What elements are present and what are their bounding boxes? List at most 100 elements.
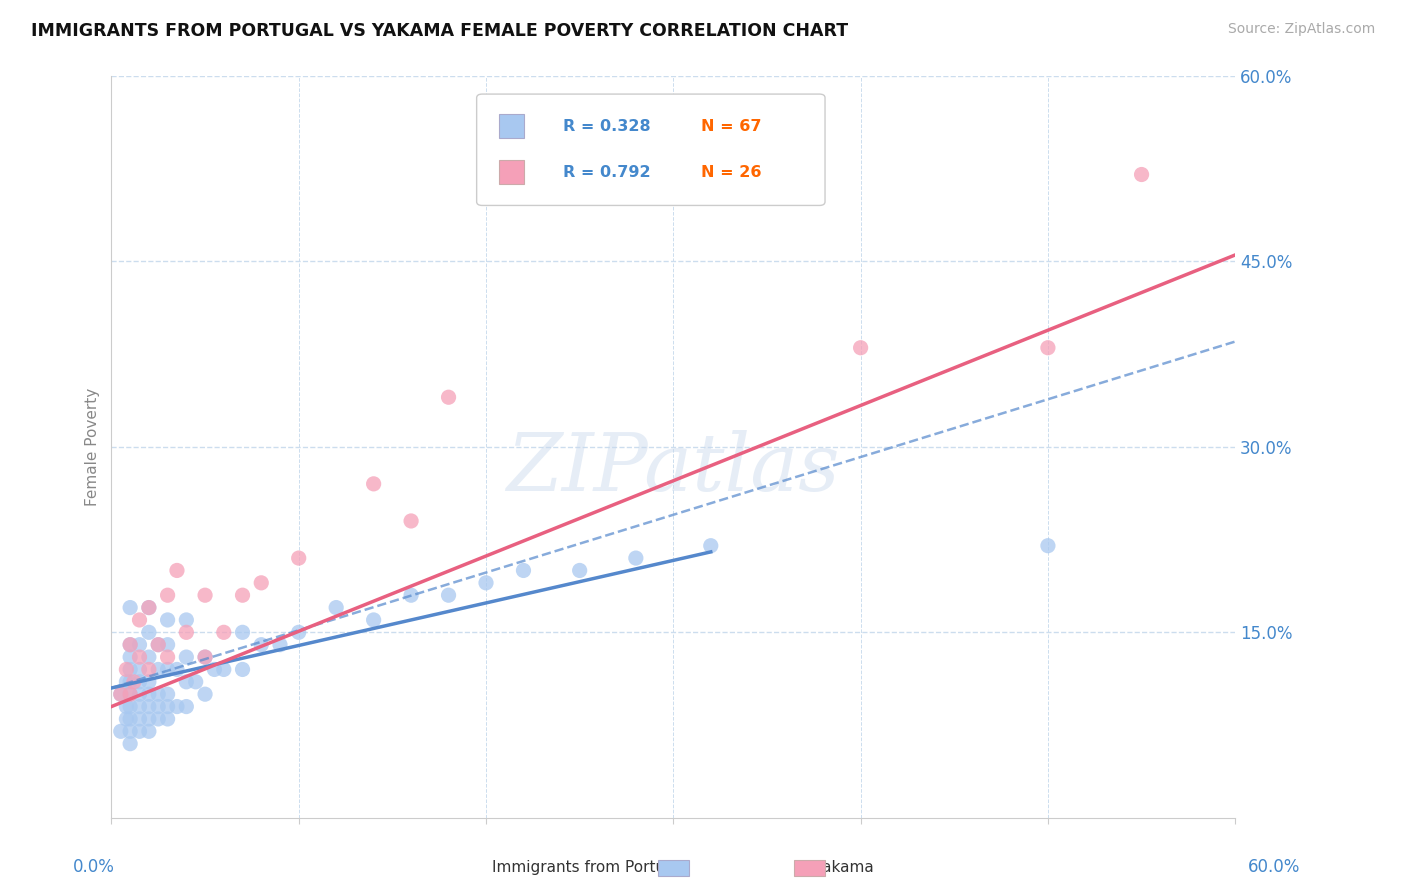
Point: [156, 712, 179, 726]
Text: N = 26: N = 26: [702, 164, 762, 179]
Point: [156, 650, 179, 665]
Point: [437, 390, 460, 404]
Point: [148, 638, 170, 652]
Point: [138, 674, 160, 689]
Point: [115, 662, 138, 676]
Point: [156, 687, 179, 701]
Point: [194, 687, 217, 701]
Point: [287, 625, 309, 640]
Point: [120, 724, 142, 739]
Point: [568, 564, 591, 578]
Point: [184, 674, 207, 689]
Point: [194, 650, 217, 665]
Point: [156, 699, 179, 714]
Point: [110, 724, 132, 739]
Point: [231, 662, 253, 676]
Point: [231, 625, 253, 640]
Point: [475, 575, 498, 590]
Point: [128, 724, 150, 739]
Text: R = 0.792: R = 0.792: [564, 164, 651, 179]
Point: [176, 650, 198, 665]
Point: [399, 514, 422, 528]
Point: [156, 662, 179, 676]
Point: [110, 687, 132, 701]
Point: [138, 699, 160, 714]
Text: 60.0%: 60.0%: [1249, 858, 1301, 876]
Point: [138, 650, 160, 665]
Point: [212, 662, 235, 676]
Point: [194, 650, 217, 665]
Point: [115, 712, 138, 726]
Point: [120, 674, 142, 689]
Point: [363, 476, 385, 491]
Point: [176, 613, 198, 627]
Point: [120, 650, 142, 665]
Point: [700, 539, 723, 553]
Point: [138, 600, 160, 615]
Point: [122, 674, 145, 689]
Point: [128, 687, 150, 701]
Point: [512, 564, 534, 578]
Text: Immigrants from Portugal: Immigrants from Portugal: [492, 860, 689, 874]
FancyBboxPatch shape: [499, 114, 524, 138]
Point: [120, 662, 142, 676]
Point: [138, 712, 160, 726]
Point: [156, 588, 179, 602]
Text: 0.0%: 0.0%: [73, 858, 115, 876]
Text: IMMIGRANTS FROM PORTUGAL VS YAKAMA FEMALE POVERTY CORRELATION CHART: IMMIGRANTS FROM PORTUGAL VS YAKAMA FEMAL…: [31, 22, 848, 40]
Point: [128, 662, 150, 676]
Point: [156, 613, 179, 627]
Point: [287, 551, 309, 566]
Point: [148, 662, 170, 676]
Point: [138, 625, 160, 640]
Text: Yakama: Yakama: [815, 860, 875, 874]
Point: [128, 699, 150, 714]
Point: [120, 699, 142, 714]
Point: [250, 575, 273, 590]
Text: R = 0.328: R = 0.328: [564, 119, 651, 134]
Point: [120, 600, 142, 615]
Point: [138, 724, 160, 739]
Point: [148, 699, 170, 714]
Point: [204, 662, 226, 676]
Point: [120, 638, 142, 652]
Point: [110, 687, 132, 701]
Point: [120, 687, 142, 701]
Point: [120, 638, 142, 652]
Point: [138, 600, 160, 615]
Point: [849, 341, 872, 355]
Point: [269, 638, 291, 652]
Point: [148, 687, 170, 701]
Point: [624, 551, 647, 566]
Y-axis label: Female Poverty: Female Poverty: [86, 388, 100, 506]
Point: [166, 662, 188, 676]
Point: [120, 687, 142, 701]
Point: [156, 638, 179, 652]
Point: [231, 588, 253, 602]
Point: [176, 699, 198, 714]
Point: [325, 600, 347, 615]
Point: [128, 638, 150, 652]
Point: [176, 674, 198, 689]
Point: [115, 699, 138, 714]
FancyBboxPatch shape: [499, 161, 524, 184]
Point: [148, 638, 170, 652]
Point: [120, 737, 142, 751]
FancyBboxPatch shape: [477, 94, 825, 205]
Point: [194, 588, 217, 602]
Point: [250, 638, 273, 652]
Text: Source: ZipAtlas.com: Source: ZipAtlas.com: [1227, 22, 1375, 37]
Point: [128, 650, 150, 665]
Point: [128, 674, 150, 689]
Point: [120, 712, 142, 726]
Point: [1130, 168, 1153, 182]
Point: [212, 625, 235, 640]
Point: [176, 625, 198, 640]
Point: [128, 613, 150, 627]
Point: [115, 674, 138, 689]
Point: [128, 712, 150, 726]
Point: [363, 613, 385, 627]
Point: [148, 712, 170, 726]
Text: N = 67: N = 67: [702, 119, 762, 134]
Point: [399, 588, 422, 602]
